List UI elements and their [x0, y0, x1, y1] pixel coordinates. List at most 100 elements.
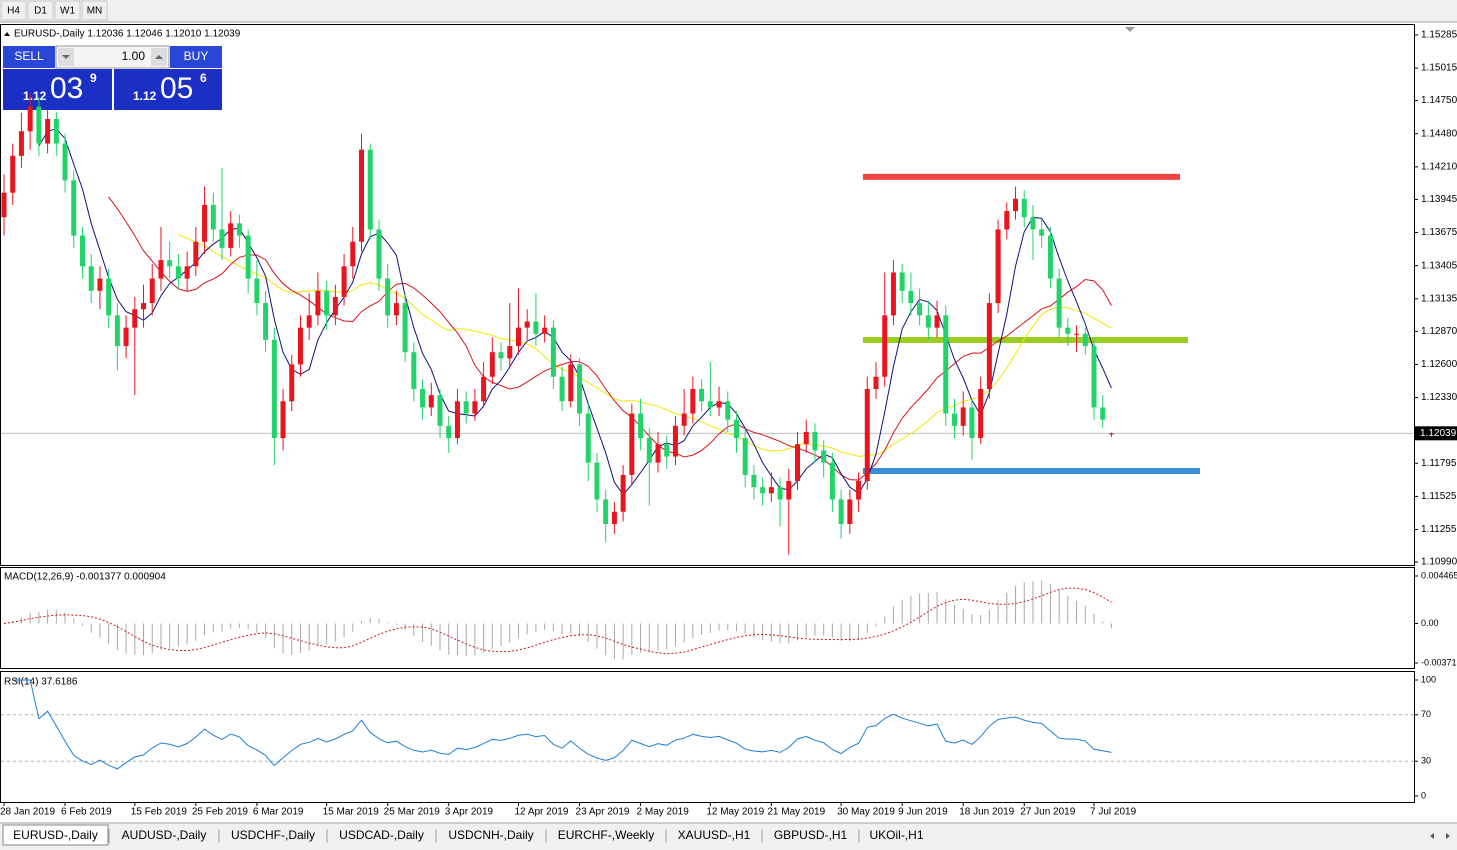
x-tick-label: 25 Feb 2019: [192, 807, 249, 818]
candle-body: [158, 260, 164, 279]
candle-body: [524, 321, 530, 328]
candle-body: [760, 487, 766, 494]
lot-value[interactable]: 1.00: [122, 49, 146, 63]
tab-label[interactable]: EURUSD-,Daily: [13, 828, 98, 842]
candle-body: [88, 266, 94, 291]
candle-body: [437, 395, 443, 426]
candle-body: [768, 487, 774, 494]
timeframe-label[interactable]: D1: [34, 6, 47, 17]
x-tick-label: 23 Apr 2019: [576, 807, 630, 818]
candle-body: [672, 425, 678, 457]
lot-input[interactable]: [55, 45, 170, 69]
candle-body: [36, 106, 42, 144]
tab-scroll-right[interactable]: [1446, 833, 1450, 839]
tab-label[interactable]: USDCNH-,Daily: [448, 828, 533, 842]
candle-body: [707, 401, 713, 408]
ask-box[interactable]: [114, 69, 222, 110]
tab-label[interactable]: GBPUSD-,H1: [774, 828, 848, 842]
sell-button[interactable]: [3, 46, 55, 68]
y-tick-label: 1.13405: [1421, 260, 1457, 271]
candle-body: [890, 272, 896, 316]
tab-label[interactable]: USDCHF-,Daily: [231, 828, 315, 842]
bid-pips: 03: [50, 72, 83, 105]
timeframe-button[interactable]: [0, 0, 27, 21]
candle-body: [428, 395, 434, 408]
buy-label[interactable]: BUY: [184, 49, 209, 63]
timeframe-button[interactable]: [54, 0, 81, 21]
symbol-title: EURUSD-,Daily 1.12036 1.12046 1.12010 1.…: [14, 29, 241, 40]
timeframe-label[interactable]: W1: [60, 6, 75, 17]
x-tick-label: 6 Feb 2019: [61, 807, 112, 818]
candle-body: [1091, 346, 1097, 408]
chart-tab[interactable]: [110, 827, 218, 844]
candle-body: [577, 364, 583, 414]
candle-body: [1004, 211, 1010, 230]
candle-body: [899, 272, 905, 291]
timeframe-label[interactable]: H4: [7, 6, 20, 17]
chart-tab[interactable]: [547, 827, 665, 844]
bid-box[interactable]: [3, 69, 112, 110]
candle-body: [498, 352, 504, 359]
buy-button[interactable]: [170, 46, 222, 68]
x-tick-label: 3 Apr 2019: [445, 807, 494, 818]
candle-body: [681, 413, 687, 426]
x-tick-label: 2 May 2019: [637, 807, 690, 818]
chart-tab[interactable]: [220, 827, 326, 844]
timeframe-button[interactable]: [81, 0, 108, 21]
candle-body: [297, 327, 303, 365]
timeframe-label[interactable]: MN: [87, 6, 103, 17]
candle-body: [1065, 327, 1071, 334]
sell-label[interactable]: SELL: [14, 49, 44, 63]
candle-body: [751, 474, 757, 488]
chart-tab[interactable]: [667, 827, 761, 844]
x-tick-label: 7 Jul 2019: [1090, 807, 1137, 818]
down-arrow: [62, 55, 70, 59]
candle-body: [202, 204, 208, 242]
timeframe-button[interactable]: [27, 0, 54, 21]
up-arrow: [155, 55, 163, 59]
candle-body: [367, 149, 373, 230]
y-tick-label: 1.11525: [1421, 491, 1457, 502]
x-tick-label: 15 Mar 2019: [323, 807, 380, 818]
candle-body: [699, 389, 705, 402]
candle-body: [289, 364, 295, 402]
candle-body: [350, 241, 356, 267]
candle-body: [315, 290, 321, 316]
tab-scroll-left[interactable]: [1430, 833, 1434, 839]
rsi-tick-label: 30: [1421, 756, 1431, 766]
tab-label[interactable]: XAUUSD-,H1: [678, 828, 751, 842]
moving-average: [178, 234, 1112, 458]
tab-label[interactable]: USDCAD-,Daily: [339, 828, 424, 842]
chart-tab[interactable]: [860, 827, 933, 844]
candle-body: [324, 290, 330, 316]
candle-body: [1039, 229, 1045, 236]
candle-body: [27, 106, 33, 132]
candle-body: [393, 303, 399, 316]
tab-label[interactable]: UKOil-,H1: [869, 828, 923, 842]
y-tick-label: 1.13945: [1421, 194, 1457, 205]
timeframe-bar: H4 D1 W1 MN: [0, 0, 108, 21]
candle-body: [829, 462, 835, 500]
candle-body: [943, 315, 949, 414]
candle-body: [542, 327, 548, 334]
y-tick-label: 1.12870: [1421, 326, 1457, 337]
tab-label[interactable]: EURCHF-,Weekly: [558, 828, 654, 842]
x-tick-label: 21 May 2019: [767, 807, 825, 818]
candle-body: [228, 223, 234, 248]
candle-body: [114, 315, 120, 347]
chart-tab[interactable]: [763, 827, 858, 844]
collapse-icon: [4, 32, 10, 36]
rsi-line: [12, 679, 1112, 770]
chart-tab[interactable]: [2, 824, 109, 846]
chart-tab[interactable]: [328, 827, 435, 844]
candle-body: [856, 481, 862, 500]
candle-body: [254, 278, 260, 304]
x-tick-label: 6 Mar 2019: [253, 807, 304, 818]
tab-label[interactable]: AUDUSD-,Daily: [122, 828, 207, 842]
chart-tab[interactable]: [437, 827, 545, 844]
shift-marker: [1125, 27, 1135, 32]
toolbar: [0, 0, 1457, 22]
candle-body: [18, 131, 24, 156]
x-tick-label: 15 Feb 2019: [131, 807, 188, 818]
y-tick-label: 1.14750: [1421, 95, 1457, 106]
